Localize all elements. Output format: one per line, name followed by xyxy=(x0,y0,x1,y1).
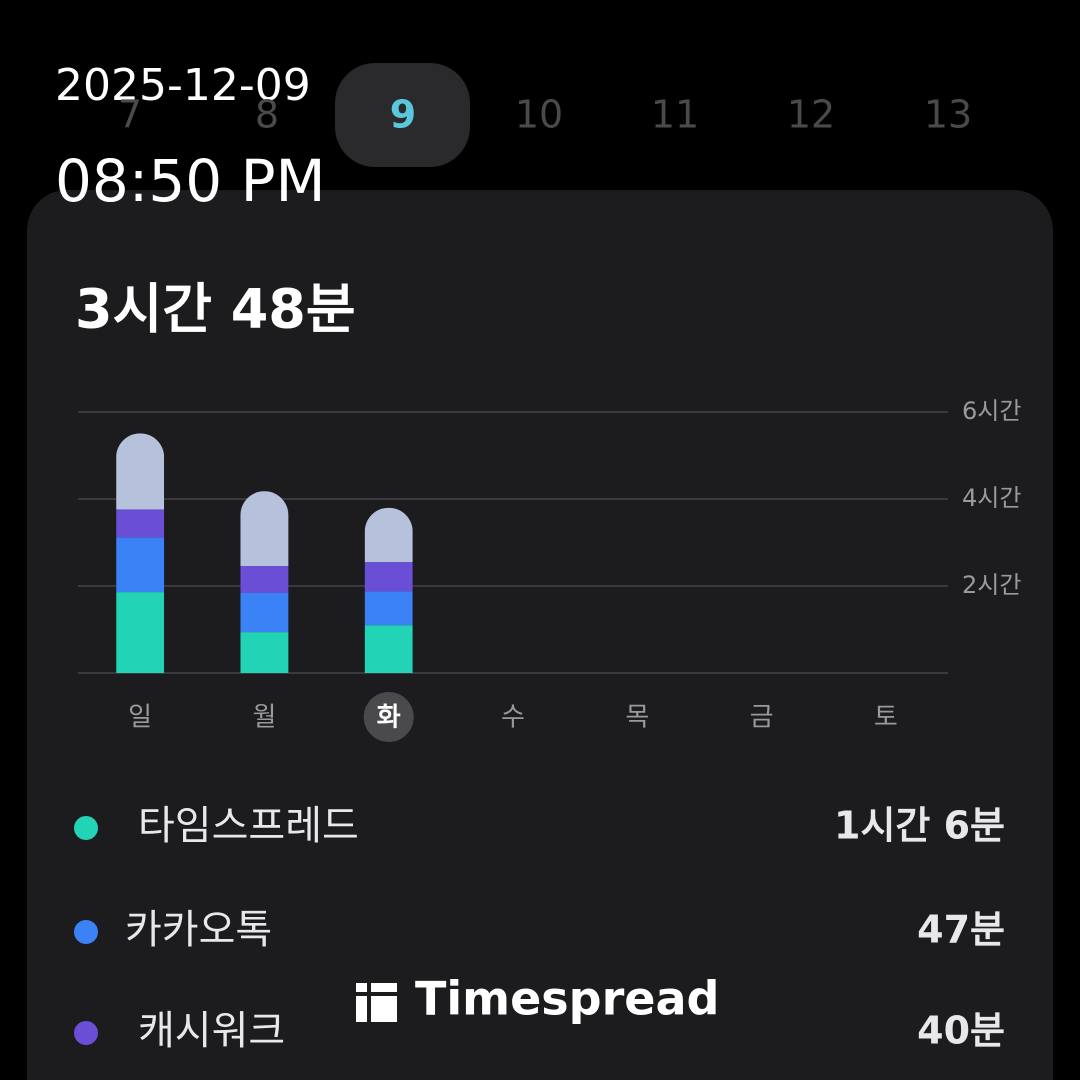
overlay-date: 2025-12-09 xyxy=(55,60,311,111)
x-tick-label: 목 xyxy=(625,703,649,733)
date-number: 8 xyxy=(255,93,279,137)
app-time: 1시간 6분 xyxy=(834,804,1005,848)
selected-day-marker xyxy=(363,692,414,742)
date-number: 9 xyxy=(390,93,416,137)
app-time: 47분 xyxy=(917,908,1005,952)
date-number: 7 xyxy=(118,93,142,137)
bar-segment xyxy=(116,509,165,538)
overlay-time: 08:50 PM xyxy=(55,147,326,215)
app-name: 카카오톡 xyxy=(125,907,272,953)
bar-segment xyxy=(364,625,413,673)
watermark-text: Timespread xyxy=(415,972,719,1026)
bar-segment xyxy=(240,491,289,566)
bar-segment xyxy=(240,592,289,633)
y-tick-label: 6시간 xyxy=(962,397,1021,425)
y-tick-label: 4시간 xyxy=(962,484,1021,512)
bar-segment xyxy=(116,433,165,510)
x-tick-label: 화 xyxy=(377,703,401,733)
logo-part xyxy=(356,996,367,1022)
bar-segment xyxy=(116,592,165,673)
x-tick-label: 월 xyxy=(252,703,276,733)
x-tick-label: 금 xyxy=(750,703,774,733)
app-name: 타임스프레드 xyxy=(138,803,359,849)
app-time: 40분 xyxy=(917,1009,1005,1053)
logo-part xyxy=(356,983,367,992)
bar-segment xyxy=(116,537,165,593)
y-tick-label: 2시간 xyxy=(962,571,1021,599)
bar-stack xyxy=(364,507,413,673)
bar-stack xyxy=(240,491,289,673)
legend-dot xyxy=(74,816,98,840)
bar-segment xyxy=(240,565,289,593)
x-tick-label: 토 xyxy=(874,703,898,733)
legend-dot xyxy=(74,920,98,944)
date-number: 11 xyxy=(651,93,699,137)
bar-segment xyxy=(240,632,289,673)
bar-stack xyxy=(116,433,165,673)
bar-segment xyxy=(364,562,413,592)
selected-day-pill xyxy=(335,63,470,167)
total-time: 3시간 48분 xyxy=(75,278,356,341)
x-tick-label: 일 xyxy=(128,703,152,733)
legend-dot xyxy=(74,1021,98,1045)
bar-segment xyxy=(364,507,413,563)
date-number: 13 xyxy=(924,93,972,137)
logo-part xyxy=(371,996,397,1022)
date-number: 12 xyxy=(787,93,835,137)
logo-part xyxy=(371,983,397,992)
bar-segment xyxy=(364,591,413,626)
x-tick-label: 수 xyxy=(501,703,525,733)
app-name: 캐시워크 xyxy=(138,1008,285,1054)
date-number: 10 xyxy=(515,93,563,137)
watermark: Timespread xyxy=(356,972,719,1026)
